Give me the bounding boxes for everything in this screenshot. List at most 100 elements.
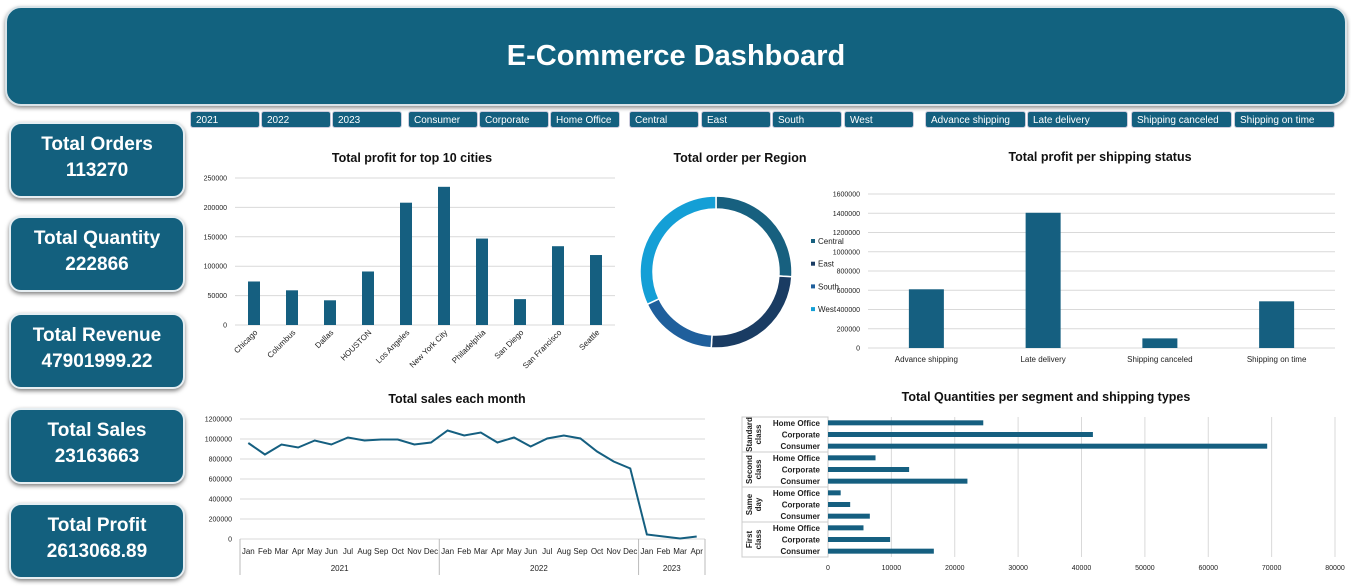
segment-label: Corporate — [782, 431, 821, 440]
segment-label: Corporate — [782, 466, 821, 475]
x-tick-label: 40000 — [1072, 565, 1092, 572]
filter-shipping-button[interactable]: Late delivery — [1027, 111, 1128, 128]
y-tick-label: 1400000 — [833, 211, 860, 218]
bar — [400, 202, 412, 325]
group-label: class — [754, 529, 763, 550]
kpi-label: Total Sales — [47, 420, 147, 441]
group-label: class — [754, 424, 763, 445]
filter-segments-button[interactable]: Corporate — [479, 111, 549, 128]
x-tick-label: Los Angeles — [374, 328, 411, 365]
y-tick-label: 150000 — [204, 234, 227, 241]
chart-title: Total profit per shipping status — [1008, 150, 1191, 164]
bar — [1142, 338, 1178, 348]
y-tick-label: 400000 — [209, 497, 232, 504]
filter-shipping-button[interactable]: Shipping canceled — [1131, 111, 1232, 128]
segment-label: Home Office — [773, 489, 821, 498]
bar — [828, 467, 910, 472]
y-tick-label: 250000 — [204, 176, 227, 183]
month-label: May — [307, 547, 322, 556]
x-tick-label: 80000 — [1325, 565, 1345, 572]
month-label: Mar — [474, 547, 488, 556]
bar — [248, 281, 260, 325]
filter-years-button[interactable]: 2022 — [261, 111, 331, 128]
segment-label: Corporate — [782, 536, 821, 545]
y-tick-label: 600000 — [209, 477, 232, 484]
month-label: Jan — [640, 547, 653, 556]
filter-regions-button[interactable]: West — [844, 111, 914, 128]
filter-shipping-button[interactable]: Advance shipping — [925, 111, 1026, 128]
legend-label: South — [818, 282, 839, 291]
y-tick-label: 800000 — [837, 269, 860, 276]
kpi-value: 222866 — [65, 254, 129, 275]
kpi-value: 113270 — [65, 160, 129, 181]
x-tick-label: Advance shipping — [895, 355, 958, 364]
filter-segments-button[interactable]: Home Office — [550, 111, 620, 128]
y-tick-label: 0 — [223, 323, 227, 330]
segment-label: Consumer — [780, 512, 820, 521]
month-label: Feb — [457, 547, 471, 556]
dashboard-header: E-Commerce Dashboard — [5, 6, 1347, 106]
month-label: Feb — [657, 547, 671, 556]
group-label: day — [754, 497, 763, 511]
y-tick-label: 1200000 — [205, 417, 232, 424]
bar — [828, 490, 841, 496]
bar — [828, 502, 851, 507]
month-label: May — [506, 547, 521, 556]
bar — [828, 432, 1093, 437]
month-label: Apr — [690, 547, 703, 556]
month-label: Mar — [673, 547, 687, 556]
filter-years-button[interactable]: 2023 — [332, 111, 402, 128]
segment-label: Home Office — [773, 419, 821, 428]
donut-slice-east — [710, 275, 793, 349]
filter-shipping-button[interactable]: Shipping on time — [1234, 111, 1335, 128]
month-label: Sep — [374, 547, 389, 556]
month-label: Jun — [325, 547, 338, 556]
filter-regions-button[interactable]: Central — [629, 111, 699, 128]
month-label: Feb — [258, 547, 272, 556]
chart-title: Total profit for top 10 cities — [332, 151, 492, 165]
bar — [828, 548, 934, 554]
group-label: Second — [745, 455, 754, 484]
segment-label: Consumer — [780, 442, 820, 451]
bar — [1259, 301, 1295, 348]
x-tick-label: San Diego — [493, 328, 526, 361]
x-tick-label: 0 — [826, 565, 830, 572]
legend-label: Central — [818, 237, 844, 246]
bar — [324, 300, 336, 325]
kpi-total-profit: Total Profit 2613068.89 — [9, 503, 185, 579]
month-label: Apr — [491, 547, 504, 556]
legend-label: East — [818, 260, 835, 269]
group-label: Same — [745, 493, 754, 515]
segment-label: Consumer — [780, 477, 820, 486]
bar — [362, 271, 374, 325]
bar — [908, 289, 944, 348]
x-tick-label: 10000 — [882, 565, 902, 572]
y-tick-label: 200000 — [837, 326, 860, 333]
x-tick-label: 50000 — [1135, 565, 1155, 572]
group-label: class — [754, 459, 763, 480]
y-tick-label: 0 — [856, 346, 860, 353]
y-tick-label: 1000000 — [205, 437, 232, 444]
segment-label: Home Office — [773, 454, 821, 463]
month-label: Aug — [357, 547, 371, 556]
filter-segments-button[interactable]: Consumer — [408, 111, 478, 128]
x-tick-label: Philadelphia — [450, 328, 488, 366]
bar — [828, 443, 1268, 449]
x-tick-label: New York City — [408, 328, 450, 370]
bar — [828, 420, 984, 426]
month-label: Sep — [573, 547, 588, 556]
x-tick-label: Late delivery — [1020, 355, 1065, 364]
month-label: Dec — [424, 547, 438, 556]
filter-years-button[interactable]: 2021 — [190, 111, 260, 128]
sales-line — [247, 429, 697, 540]
filter-regions-button[interactable]: East — [701, 111, 771, 128]
filter-regions-button[interactable]: South — [772, 111, 842, 128]
x-tick-label: Seattle — [577, 328, 601, 352]
legend-label: West — [818, 305, 837, 314]
donut-slice-south — [646, 297, 713, 349]
bar — [476, 238, 488, 325]
y-tick-label: 400000 — [837, 307, 860, 314]
x-tick-label: Shipping on time — [1247, 355, 1307, 364]
y-tick-label: 200000 — [204, 205, 227, 212]
chart-title: Total sales each month — [388, 392, 525, 406]
